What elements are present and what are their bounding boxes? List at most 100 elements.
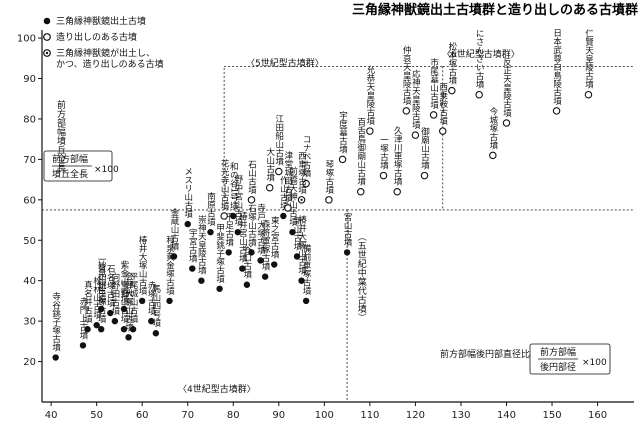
group-label-5c: 〈5世紀型古墳群〉 <box>246 57 324 69</box>
x-tick-label: 70 <box>181 410 194 421</box>
point-filled <box>293 253 301 260</box>
point-open <box>489 151 497 160</box>
x-formula-box <box>529 343 611 375</box>
point-open <box>220 212 228 220</box>
point-filled <box>107 309 114 317</box>
point-label: 松本塚古墳 <box>447 42 457 86</box>
point-filled <box>184 220 191 228</box>
x-tick-label: 80 <box>227 410 240 421</box>
point-open <box>420 171 429 180</box>
point-label: 松林山古墳 <box>92 276 102 320</box>
point-label: コナベ古墳 <box>301 135 311 178</box>
point-open <box>357 187 365 196</box>
point-filled <box>216 285 223 292</box>
x-axis-label: 前方部幅後円部直径比 前方部幅 後円部径 ×100 <box>440 343 611 375</box>
x-formula-numerator: 前方部幅 <box>540 346 576 358</box>
point-label: 御廟山古墳 <box>420 127 430 171</box>
chart-title: 三角縁神獣鏡出土古墳群と造り出しのある古墳群 <box>352 2 638 18</box>
point-filled <box>111 317 119 325</box>
point-label: 備前車塚古墳 <box>301 243 311 296</box>
legend-label-open: 造り出しのある古墳 <box>56 31 137 43</box>
point-filled <box>280 212 287 220</box>
point-filled <box>138 297 146 305</box>
point-open <box>379 171 388 180</box>
point-open <box>284 204 292 212</box>
point-filled <box>84 326 91 333</box>
x-tick-label: 130 <box>451 410 470 421</box>
point-filled <box>302 297 310 305</box>
point-label: 南原古墳 <box>205 192 215 228</box>
point-label: 仁賢天皇陵古墳 <box>583 29 593 90</box>
legend-label-dot-line2: かつ、造り出しのある古墳 <box>56 58 164 70</box>
point-label: 和の谷1号墳 <box>228 162 238 211</box>
point-filled <box>98 305 105 313</box>
y-axis-title: 前方部幅墳丘全長 <box>55 99 66 173</box>
plot-frame <box>41 30 634 403</box>
y-tick-label: 100 <box>17 34 36 45</box>
group-label-4c: 〈4世紀型古墳群〉 <box>178 383 256 395</box>
point-label: 和泉黄金塚古墳 <box>165 235 175 295</box>
point-filled <box>225 249 232 256</box>
point-label: 雪野山古墳 <box>119 281 129 324</box>
x-tick-label: 100 <box>315 410 334 421</box>
point-label: 真名井古墳 <box>83 280 93 324</box>
point-label: メスリ山古墳 <box>183 167 193 219</box>
legend-marker-open <box>43 33 51 41</box>
point-filled <box>79 342 87 349</box>
point-label: 馬山四号墳 <box>151 285 161 328</box>
legend-label-filled: 三角縁神獣鏡出土古墳 <box>56 15 146 27</box>
legend-label-dot: 三角縁神獣鏡が出土し、 かつ、造り出しのある古墳 <box>56 47 164 70</box>
point-label: 椿井大塚山古墳 <box>137 235 147 296</box>
point-label: 石山古墳 <box>246 160 256 195</box>
point-filled <box>298 277 305 284</box>
point-filled <box>125 334 132 341</box>
point-open <box>584 90 593 99</box>
group-label-5c-mid: （五世紀中葉代古墳） <box>356 232 367 322</box>
point-label: 日本武尊白鳥陵古墳 <box>552 28 562 105</box>
point-label: 会津大塚山古墳 <box>124 271 134 332</box>
point-label: にさんざい古墳 <box>474 29 484 89</box>
point-filled <box>93 321 100 329</box>
point-label: 紫金山古墳 <box>119 261 129 304</box>
x-tick-label: 110 <box>360 410 379 421</box>
x-tick-label: 90 <box>272 410 285 421</box>
point-dot-center <box>300 198 303 201</box>
point-label: 宇宮古墳 <box>187 228 197 264</box>
x-axis-title: 前方部幅後円部直径比 <box>440 348 530 360</box>
y-tick-label: 30 <box>23 317 36 328</box>
point-open <box>325 196 333 204</box>
y-tick-label: 90 <box>23 74 36 85</box>
point-filled <box>207 228 214 236</box>
point-open <box>429 111 438 119</box>
point-filled <box>129 326 137 333</box>
point-label: 一塚古墳 <box>379 136 389 171</box>
point-label: 宇度墓古墳 <box>338 110 348 154</box>
y-tick-label: 70 <box>23 155 36 166</box>
point-label: 向野田古墳 <box>110 272 120 316</box>
axis-ticks: 40 50 60 70 80 90 100 110 120 130 140 150 160 20 30 40 5… <box>17 34 607 421</box>
point-label: 仲哀天皇陵古墳 <box>401 45 411 106</box>
point-filled <box>261 273 269 280</box>
y-tick-label: 60 <box>23 195 36 206</box>
point-label: 金蔵山古墳 <box>169 207 179 251</box>
point-open <box>265 183 274 192</box>
point-label: 椿井大塚山古墳 <box>297 215 307 276</box>
point-filled <box>289 228 296 236</box>
point-label: 崇神天皇陵古墳 <box>196 215 206 275</box>
y-formula-denominator: 墳丘全長 <box>52 168 88 180</box>
point-filled <box>271 261 278 268</box>
point-open <box>448 86 456 95</box>
point-label: 久津川車塚古墳 <box>392 126 402 187</box>
point-filled <box>120 305 128 313</box>
point-label: 宮山古墳 <box>342 212 352 248</box>
point-filled <box>170 253 178 260</box>
point-open <box>247 196 256 204</box>
y-tick-label: 40 <box>23 276 36 287</box>
x-tick-label: 40 <box>45 410 58 421</box>
y-tick-label: 50 <box>23 236 36 247</box>
y-formula-box <box>43 150 113 182</box>
point-label: 新山古墳 <box>292 216 302 252</box>
point-filled <box>248 249 255 256</box>
legend-marker-dot-center <box>45 51 49 55</box>
